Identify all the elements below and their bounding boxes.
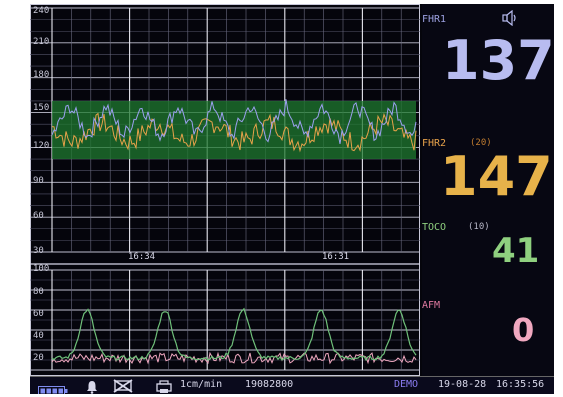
parameter-panel: FHR1 137 FHR2 (20) 147 TOCO (10) 41 AFM … [422,4,554,376]
toco-tick-100: 100 [33,264,50,274]
fhr-tick-30: 30 [33,246,44,256]
toco-label: TOCO [422,222,447,233]
paper-speed[interactable]: 1cm/min [180,379,223,390]
time-label-2: 16:31 [322,252,350,262]
date: 19-08-28 [438,379,487,390]
bell-icon[interactable] [85,379,99,394]
fetal-monitor-screen: 240 210 180 150 120 90 60 30 16:34 16:31… [30,4,554,394]
traces [51,99,417,365]
fhr2-offset: (20) [470,138,492,148]
fhr-tick-90: 90 [33,176,44,186]
fhr1-label: FHR1 [422,14,447,25]
afm-value: 0 [512,311,535,349]
battery-icon [38,381,68,394]
afm-trace [51,351,417,365]
printer-icon[interactable] [156,379,172,393]
clock: 16:35:56 [496,379,545,390]
fhr-tick-180: 180 [33,70,50,80]
fhr-tick-60: 60 [33,211,44,221]
chart-grid [30,4,420,376]
alarm-muted-icon[interactable] [112,378,134,394]
fhr2-trace [51,112,417,153]
demo-mode: DEMO [394,379,419,390]
fhr-tick-210: 210 [33,37,50,47]
chart-frame [30,4,420,376]
afm-label: AFM [422,300,441,311]
time-label-1: 16:34 [128,252,156,262]
speaker-icon[interactable] [500,9,520,27]
fhr1-trace [51,99,417,144]
toco-value: 41 [492,231,540,271]
toco-offset: (10) [468,222,490,232]
status-bar: 1cm/min 19082800 DEMO 19-08-28 16:35:56 [30,376,554,394]
toco-trace [51,307,417,362]
toco-tick-20: 20 [33,353,44,363]
fhr2-label: FHR2 [422,138,447,149]
toco-tick-40: 40 [33,331,44,341]
trace-charts [30,4,420,376]
fhr-tick-120: 120 [33,141,50,151]
toco-tick-60: 60 [33,309,44,319]
fhr2-value: 147 [440,145,553,208]
patient-id: 19082800 [245,379,294,390]
toco-tick-80: 80 [33,287,44,297]
fhr1-value: 137 [442,29,554,92]
fhr-tick-240: 240 [33,6,50,16]
fhr-tick-150: 150 [33,103,50,113]
